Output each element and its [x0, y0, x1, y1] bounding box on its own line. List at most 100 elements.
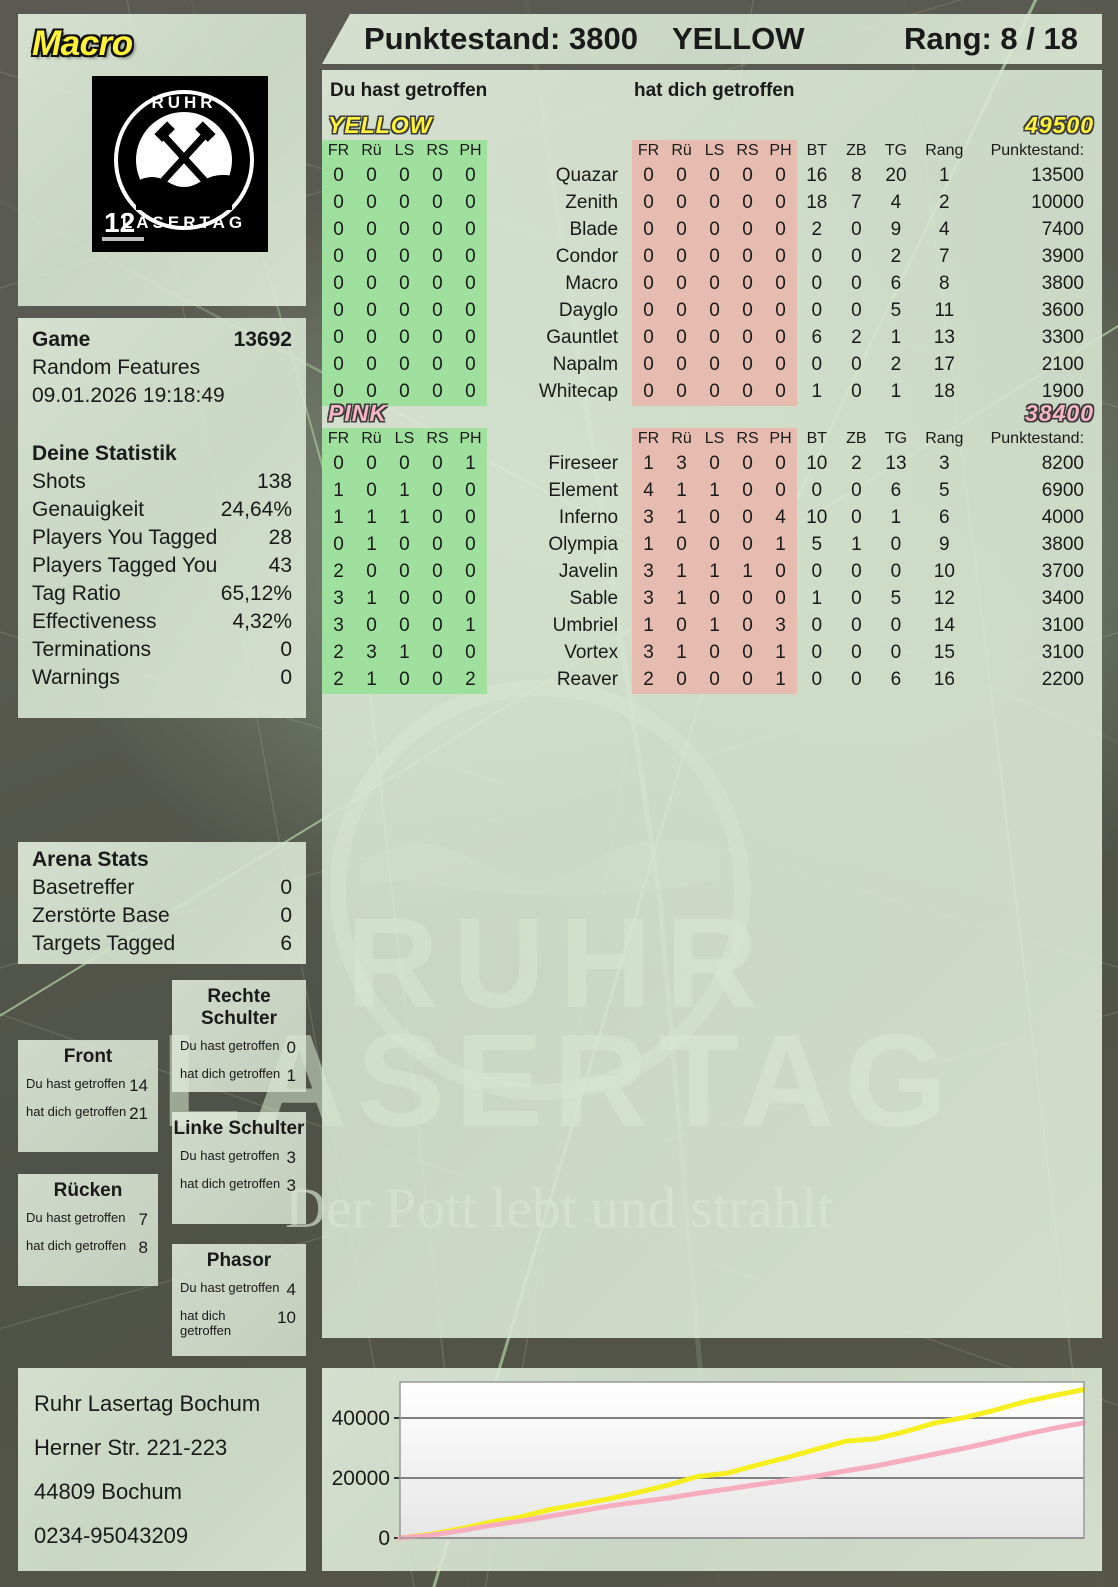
cell-zb: 0 — [851, 642, 862, 663]
table-row[interactable]: 0 0 0 0 0 Dayglo 0 0 0 0 0 0 0 5 11 3600 — [322, 298, 1094, 325]
cell-tg: 6 — [890, 669, 902, 690]
chart-line-yellow — [397, 1387, 1087, 1541]
cell-zb: 0 — [851, 561, 862, 582]
cell-hit-you: 0 — [665, 613, 699, 640]
arena-stat-label: Targets Tagged — [32, 932, 176, 955]
cell-hit-you: 0 — [632, 217, 666, 244]
cell-hit-you: 1 — [764, 640, 797, 667]
table-row[interactable]: 0 0 0 0 0 Quazar 0 0 0 0 0 16 8 20 1 13500 — [322, 163, 1094, 190]
cell-you-hit: 0 — [322, 532, 355, 559]
cell-hit-you: 0 — [632, 244, 666, 271]
score-progression-chart: 0 20000 40000 — [322, 1368, 1102, 1571]
cell-you-hit: 0 — [420, 163, 454, 190]
cell-rang: 10 — [933, 561, 955, 582]
table-row[interactable]: 0 0 0 0 0 Napalm 0 0 0 0 0 0 0 2 17 2100 — [322, 352, 1094, 379]
cell-zb: 0 — [851, 300, 862, 321]
cell-you-hit: 0 — [387, 532, 421, 559]
hitbox-back: Rücken Du hast getroffen 7 hat dich getroff… — [18, 1174, 158, 1286]
cell-tg: 6 — [890, 480, 902, 501]
hitbox-you-hit-value: 14 — [129, 1076, 148, 1095]
col-header-opp-ls: LS — [698, 428, 732, 451]
hitbox-title: Rechte Schulter — [200, 986, 278, 1029]
stat-value: 24,64% — [220, 498, 292, 521]
cell-hit-you: 0 — [731, 217, 765, 244]
col-header-opp-ph: PH — [764, 140, 797, 163]
table-row[interactable]: 0 0 0 0 0 Gauntlet 0 0 0 0 0 6 2 1 13 3300 — [322, 325, 1094, 352]
table-row[interactable]: 0 0 0 0 0 Condor 0 0 0 0 0 0 0 2 7 3900 — [322, 244, 1094, 271]
cell-hit-you: 0 — [698, 217, 732, 244]
col-header-bt: BT — [806, 430, 828, 447]
table-row[interactable]: 0 0 0 0 0 Whitecap 0 0 0 0 0 1 0 1 18 1900 — [322, 379, 1094, 406]
cell-hit-you: 0 — [698, 325, 732, 352]
cell-hit-you: 0 — [764, 586, 797, 613]
cell-tg: 9 — [890, 219, 902, 240]
cell-you-hit: 0 — [354, 379, 388, 406]
cell-score: 10000 — [1031, 192, 1084, 213]
col-header-rs: RS — [420, 428, 454, 451]
table-row[interactable]: 3 1 0 0 0 Sable 3 1 0 0 0 1 0 5 12 3400 — [322, 586, 1094, 613]
hitbox-phasor: Phasor Du hast getroffen 4 hat dich getroff… — [172, 1244, 306, 1356]
hitbox-hit-you-value: 21 — [129, 1104, 148, 1123]
col-header-rü: Rü — [354, 428, 388, 451]
col-header-bt: BT — [806, 142, 828, 159]
table-row[interactable]: 0 1 0 0 0 Olympia 1 0 0 0 1 5 1 0 9 3800 — [322, 532, 1094, 559]
cell-score: 13500 — [1031, 165, 1084, 186]
table-row[interactable]: 2 1 0 0 2 Reaver 2 0 0 0 1 0 0 6 16 2200 — [322, 667, 1094, 694]
table-row[interactable]: 3 0 0 0 1 Umbriel 1 0 1 0 3 0 0 0 14 3100 — [322, 613, 1094, 640]
cell-hit-you: 1 — [731, 559, 765, 586]
cell-bt: 0 — [811, 273, 823, 294]
rank-label: Rang: 8 / 18 — [904, 21, 1078, 56]
arena-stat-label: Basetreffer — [32, 876, 135, 899]
cell-you-hit: 0 — [387, 667, 421, 694]
cell-you-hit: 0 — [420, 271, 454, 298]
cell-you-hit: 0 — [387, 325, 421, 352]
table-row[interactable]: 0 0 0 0 0 Macro 0 0 0 0 0 0 0 6 8 3800 — [322, 271, 1094, 298]
cell-you-hit: 0 — [387, 559, 421, 586]
table-row[interactable]: 0 0 0 0 0 Zenith 0 0 0 0 0 18 7 4 2 10000 — [322, 190, 1094, 217]
cell-hit-you: 1 — [698, 559, 732, 586]
hitbox-you-hit-label: Du hast getroffen — [180, 1280, 280, 1295]
arena-heading: Arena Stats — [32, 848, 149, 871]
cell-tg: 0 — [890, 615, 902, 636]
cell-hit-you: 0 — [698, 532, 732, 559]
hitbox-front: Front Du hast getroffen 14 hat dich getroff… — [18, 1040, 158, 1152]
cell-tg: 1 — [890, 507, 902, 528]
table-row[interactable]: 0 0 0 0 0 Blade 0 0 0 0 0 2 0 9 4 7400 — [322, 217, 1094, 244]
table-row[interactable]: 1 0 1 0 0 Element 4 1 1 0 0 0 0 6 5 6900 — [322, 478, 1094, 505]
team-total-score: 49500 — [1025, 112, 1094, 138]
table-row[interactable]: 2 0 0 0 0 Javelin 3 1 1 1 0 0 0 0 10 3700 — [322, 559, 1094, 586]
cell-hit-you: 3 — [632, 505, 666, 532]
stat-value: 0 — [280, 638, 292, 661]
chart-ytick-label: 40000 — [332, 1407, 390, 1430]
cell-player-name: Zenith — [565, 192, 619, 213]
cell-you-hit: 0 — [420, 190, 454, 217]
cell-hit-you: 1 — [665, 505, 699, 532]
stat-label: Effectiveness — [32, 610, 157, 633]
table-row[interactable]: 1 1 1 0 0 Inferno 3 1 0 0 4 10 0 1 6 4000 — [322, 505, 1094, 532]
col-header-score: Punktestand: — [990, 142, 1084, 159]
stat-row: Players Tagged You 43 — [18, 552, 306, 580]
cell-hit-you: 4 — [632, 478, 666, 505]
stat-value: 4,32% — [232, 610, 292, 633]
col-header-ls: LS — [387, 428, 421, 451]
cell-zb: 0 — [851, 246, 862, 267]
cell-you-hit: 0 — [420, 451, 454, 478]
cell-hit-you: 1 — [764, 532, 797, 559]
stat-label: Players Tagged You — [32, 554, 218, 577]
chart-line-pink — [397, 1420, 1087, 1541]
col-header-tg: TG — [884, 430, 908, 447]
cell-hit-you: 1 — [632, 613, 666, 640]
cell-hit-you: 0 — [665, 217, 699, 244]
table-row[interactable]: 2 3 1 0 0 Vortex 3 1 0 0 1 0 0 0 15 3100 — [322, 640, 1094, 667]
table-row[interactable]: 0 0 0 0 1 Fireseer 1 3 0 0 0 10 2 13 3 8200 — [322, 451, 1094, 478]
cell-hit-you: 0 — [632, 298, 666, 325]
cell-player-name: Condor — [555, 246, 619, 267]
hitbox-left-shoulder: Linke Schulter Du hast getroffen 3 hat dich… — [172, 1112, 306, 1224]
cell-you-hit: 1 — [387, 640, 421, 667]
game-info-panel: Game 13692 Random Features 09.01.2026 19… — [18, 318, 306, 718]
cell-hit-you: 0 — [665, 163, 699, 190]
cell-you-hit: 1 — [387, 478, 421, 505]
cell-hit-you: 0 — [731, 586, 765, 613]
cell-hit-you: 0 — [665, 667, 699, 694]
stat-label: Warnings — [32, 666, 120, 689]
